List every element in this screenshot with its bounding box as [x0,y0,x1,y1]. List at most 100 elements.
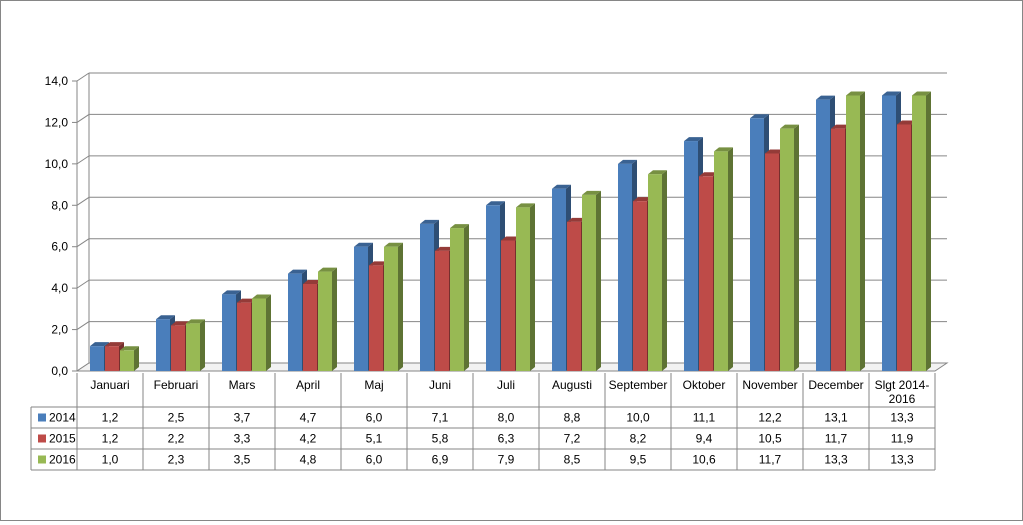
gridline-depth [76,155,90,165]
bar [384,246,398,371]
gridline-depth [76,196,90,206]
bar [318,271,332,371]
data-table-cell: 2,2 [168,432,185,446]
y-tick-label: 8,0 [51,198,68,212]
legend-label: 2014 [49,411,76,425]
bar-top [567,217,586,222]
bar-top [435,246,454,251]
category-label: April [296,378,320,392]
category-label: Slgt 2014- [875,378,930,392]
bar [420,223,434,371]
y-tick-label: 10,0 [45,157,69,171]
legend-label: 2015 [49,432,76,446]
bar [846,95,860,371]
bar-top [171,321,190,326]
data-table-cell: 9,5 [630,453,647,467]
bar [501,240,515,371]
bar-top [318,267,337,272]
bar [303,284,317,371]
data-table-cell: 3,5 [234,453,251,467]
bar-top [765,149,784,154]
data-table-cell: 2,3 [168,453,185,467]
y-tick-label: 12,0 [45,115,69,129]
data-table-cell: 12,2 [758,411,782,425]
bar [699,176,713,371]
bar [486,205,500,371]
bar [369,265,383,371]
gridline-depth [76,321,90,330]
bar [714,151,728,371]
bar-top [450,224,469,229]
category-label: December [808,378,863,392]
bar-side [200,319,205,371]
bar-side [662,170,667,371]
data-table-cell: 13,3 [890,411,914,425]
bar [450,228,464,371]
bar-side [134,346,139,371]
bar [912,95,926,371]
data-table-cell: 10,0 [626,411,650,425]
data-table-cell: 2,5 [168,411,185,425]
data-table-cell: 7,9 [498,453,515,467]
data-table-cell: 10,6 [692,453,716,467]
bar-side [794,124,799,372]
bar-top [684,137,703,142]
data-table-cell: 4,7 [300,411,317,425]
data-table-cell: 13,1 [824,411,848,425]
bar-top [816,95,835,100]
bar-top [882,91,901,96]
category-label: Mars [229,378,256,392]
gridline-depth [76,279,90,289]
bar-side [266,294,271,371]
bar-top [156,315,175,320]
bar-top [354,242,373,247]
bar [897,124,911,371]
bar-top [699,172,718,177]
bar-side [728,147,733,371]
bar-top [222,290,241,295]
bar-top [237,298,256,303]
bar-top [105,342,124,347]
bar-top [897,120,916,125]
bar [156,319,170,371]
bar-top [618,159,637,164]
bar [765,153,779,371]
bar [435,250,449,371]
category-label: September [609,378,668,392]
category-label: Januari [90,378,129,392]
bar [354,246,368,371]
bar [618,163,632,371]
bar-top [846,91,865,96]
y-tick-label: 6,0 [51,240,68,254]
y-tick-label: 0,0 [51,364,68,378]
bar [90,346,104,371]
bar-top [384,242,403,247]
bar-top [552,184,571,189]
data-table-cell: 4,2 [300,432,317,446]
y-tick-label: 14,0 [45,74,69,88]
bar [648,174,662,371]
bar-top [186,319,205,324]
bar [552,188,566,371]
bar [237,302,251,371]
bar [831,128,845,371]
data-table-cell: 6,0 [366,411,383,425]
data-table-cell: 5,1 [366,432,383,446]
y-tick-label: 2,0 [51,323,68,337]
legend-swatch [38,455,46,464]
bar [252,298,266,371]
data-table-cell: 6,0 [366,453,383,467]
data-table-cell: 4,8 [300,453,317,467]
legend-swatch [38,434,46,443]
data-table-cell: 1,2 [102,411,119,425]
data-table-cell: 1,2 [102,432,119,446]
gridline-depth [76,114,90,123]
data-table-cell: 10,5 [758,432,782,446]
bar-top [750,114,769,119]
bar-top [633,197,652,202]
bar [750,118,764,372]
bar-side [596,190,601,371]
data-table-cell: 7,1 [432,411,449,425]
bar [816,99,830,372]
